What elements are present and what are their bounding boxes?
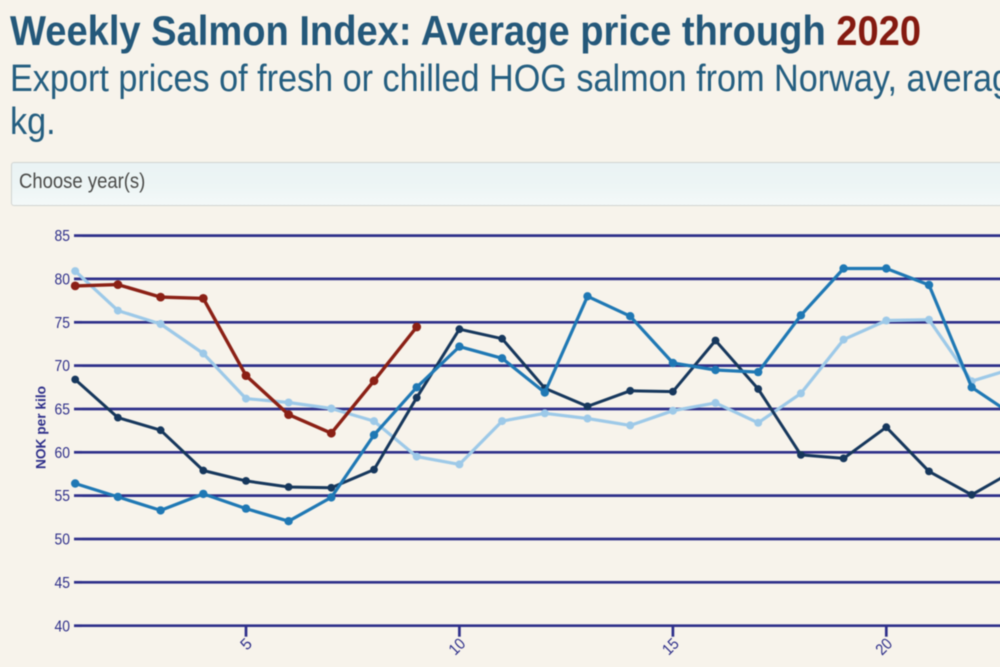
svg-text:40: 40	[55, 618, 71, 635]
svg-text:5: 5	[238, 635, 256, 653]
svg-text:60: 60	[55, 445, 71, 462]
svg-text:75: 75	[55, 315, 71, 332]
svg-text:70: 70	[55, 358, 71, 375]
svg-text:NOK per kilo: NOK per kilo	[33, 386, 49, 469]
svg-text:15: 15	[659, 635, 682, 658]
svg-text:80: 80	[55, 272, 71, 289]
svg-text:50: 50	[55, 532, 71, 549]
svg-text:20: 20	[873, 635, 896, 658]
svg-text:65: 65	[55, 402, 71, 419]
svg-text:45: 45	[55, 575, 71, 592]
svg-text:85: 85	[55, 228, 71, 245]
svg-text:55: 55	[55, 488, 71, 505]
svg-text:10: 10	[446, 635, 469, 658]
